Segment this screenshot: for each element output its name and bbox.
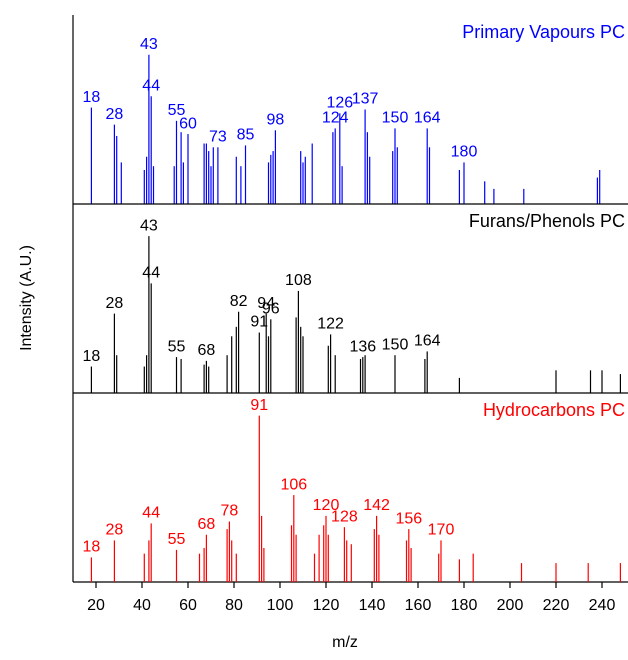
peak-label: 122 <box>317 316 344 333</box>
x-tick-label: 100 <box>267 597 294 614</box>
peak-label: 43 <box>140 217 158 234</box>
peak-label: 55 <box>168 531 186 548</box>
peak-label: 137 <box>352 91 379 108</box>
peak-label: 94 <box>257 295 275 312</box>
x-tick-label: 40 <box>133 597 151 614</box>
peak-label: 98 <box>267 112 285 129</box>
peak-label: 85 <box>237 127 255 144</box>
peak-label: 108 <box>285 272 312 289</box>
x-tick-label: 20 <box>87 597 105 614</box>
peak-label: 55 <box>168 102 186 119</box>
peak-label: 124 <box>322 110 349 127</box>
peak-label: 68 <box>198 516 216 533</box>
peak-label: 55 <box>168 338 186 355</box>
peak-label: 44 <box>142 77 160 94</box>
x-tick-label: 240 <box>589 597 616 614</box>
x-tick-label: 60 <box>179 597 197 614</box>
peak-label: 136 <box>349 338 376 355</box>
x-tick-label: 140 <box>359 597 386 614</box>
peak-label: 156 <box>395 510 422 527</box>
x-tick-label: 160 <box>405 597 432 614</box>
peak-label: 44 <box>142 505 160 522</box>
peak-label: 44 <box>142 265 160 282</box>
x-tick-label: 180 <box>451 597 478 614</box>
peak-label: 43 <box>140 36 158 53</box>
x-tick-label: 80 <box>225 597 243 614</box>
peak-label: 96 <box>262 301 280 318</box>
peak-label: 91 <box>250 397 268 414</box>
peak-label: 18 <box>83 539 101 556</box>
peak-label: 91 <box>250 314 268 331</box>
x-tick-label: 200 <box>497 597 524 614</box>
x-axis-label: m/z <box>332 634 358 651</box>
peak-label: 78 <box>221 503 239 520</box>
peak-label: 150 <box>382 336 409 353</box>
peak-label: 128 <box>331 508 358 525</box>
x-tick-label: 120 <box>313 597 340 614</box>
peak-label: 126 <box>326 94 353 111</box>
x-tick-label: 220 <box>543 597 570 614</box>
peak-label: 120 <box>313 497 340 514</box>
peak-label: 170 <box>428 522 455 539</box>
peak-label: 142 <box>363 497 390 514</box>
peak-label: 18 <box>83 89 101 106</box>
peak-label: 60 <box>179 115 197 132</box>
peak-label: 164 <box>414 333 441 350</box>
peak-label: 164 <box>414 110 441 127</box>
peak-label: 28 <box>106 522 124 539</box>
peak-label: 73 <box>209 129 227 146</box>
peak-label: 28 <box>106 106 124 123</box>
panel-title: Furans/Phenols PC <box>469 211 625 231</box>
y-axis-label: Intensity (A.U.) <box>18 245 35 351</box>
peak-label: 82 <box>230 293 248 310</box>
peak-label: 28 <box>106 295 124 312</box>
peak-label: 150 <box>382 110 409 127</box>
panel-title: Primary Vapours PC <box>462 22 625 42</box>
peak-label: 68 <box>198 342 216 359</box>
peak-label: 18 <box>83 348 101 365</box>
peak-label: 106 <box>280 476 307 493</box>
panel-title: Hydrocarbons PC <box>483 400 625 420</box>
peak-label: 180 <box>451 144 478 161</box>
